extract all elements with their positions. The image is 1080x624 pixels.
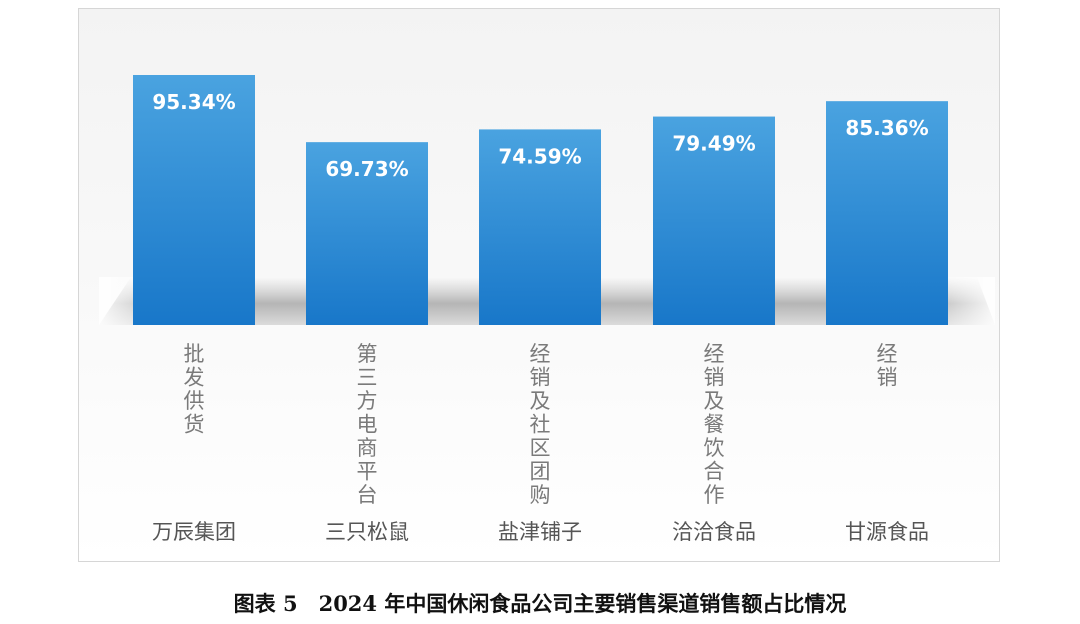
channel-label-2: 第三方电商平台 [357, 342, 378, 507]
bar-labels: 95.34% 69.73% 74.59% 79.49% 85.36% [152, 90, 928, 181]
category-label-2: 三只松鼠 [325, 520, 409, 544]
data-label-1: 95.34% [152, 90, 235, 114]
category-label-4: 洽洽食品 [672, 520, 756, 544]
channel-label-1: 批发供货 [184, 342, 205, 437]
bar-3 [479, 129, 601, 325]
figure-caption: 图表 5 2024 年中国休闲食品公司主要销售渠道销售额占比情况 [233, 591, 847, 616]
category-label-3: 盐津铺子 [498, 520, 582, 544]
bar-4 [653, 116, 775, 326]
bar-5 [826, 101, 948, 326]
channel-label-3: 经销及社区团购 [530, 342, 551, 507]
channel-label-4: 经销及餐饮合作 [704, 342, 725, 507]
data-label-3: 74.59% [498, 144, 581, 168]
bar-chart: 95.34% 69.73% 74.59% 79.49% 85.36% 批发供货 第三方电商… [99, 75, 995, 544]
category-label-1: 万辰集团 [152, 520, 236, 544]
company-labels: 万辰集团 三只松鼠 盐津铺子 洽洽食品 甘源食品 [152, 520, 929, 544]
data-label-2: 69.73% [325, 157, 408, 181]
data-label-4: 79.49% [672, 132, 755, 156]
bar-2 [306, 142, 428, 325]
channel-labels: 批发供货 第三方电商平台 经销及社区团购 经销及餐饮合作 经销 [184, 342, 898, 507]
bars [133, 75, 948, 326]
chart-area: 95.34% 69.73% 74.59% 79.49% 85.36% 批发供货 第三方电商… [78, 8, 1000, 562]
bar-1 [133, 75, 255, 325]
category-label-5: 甘源食品 [845, 520, 929, 544]
data-label-5: 85.36% [845, 116, 928, 140]
channel-label-5: 经销 [877, 342, 898, 390]
